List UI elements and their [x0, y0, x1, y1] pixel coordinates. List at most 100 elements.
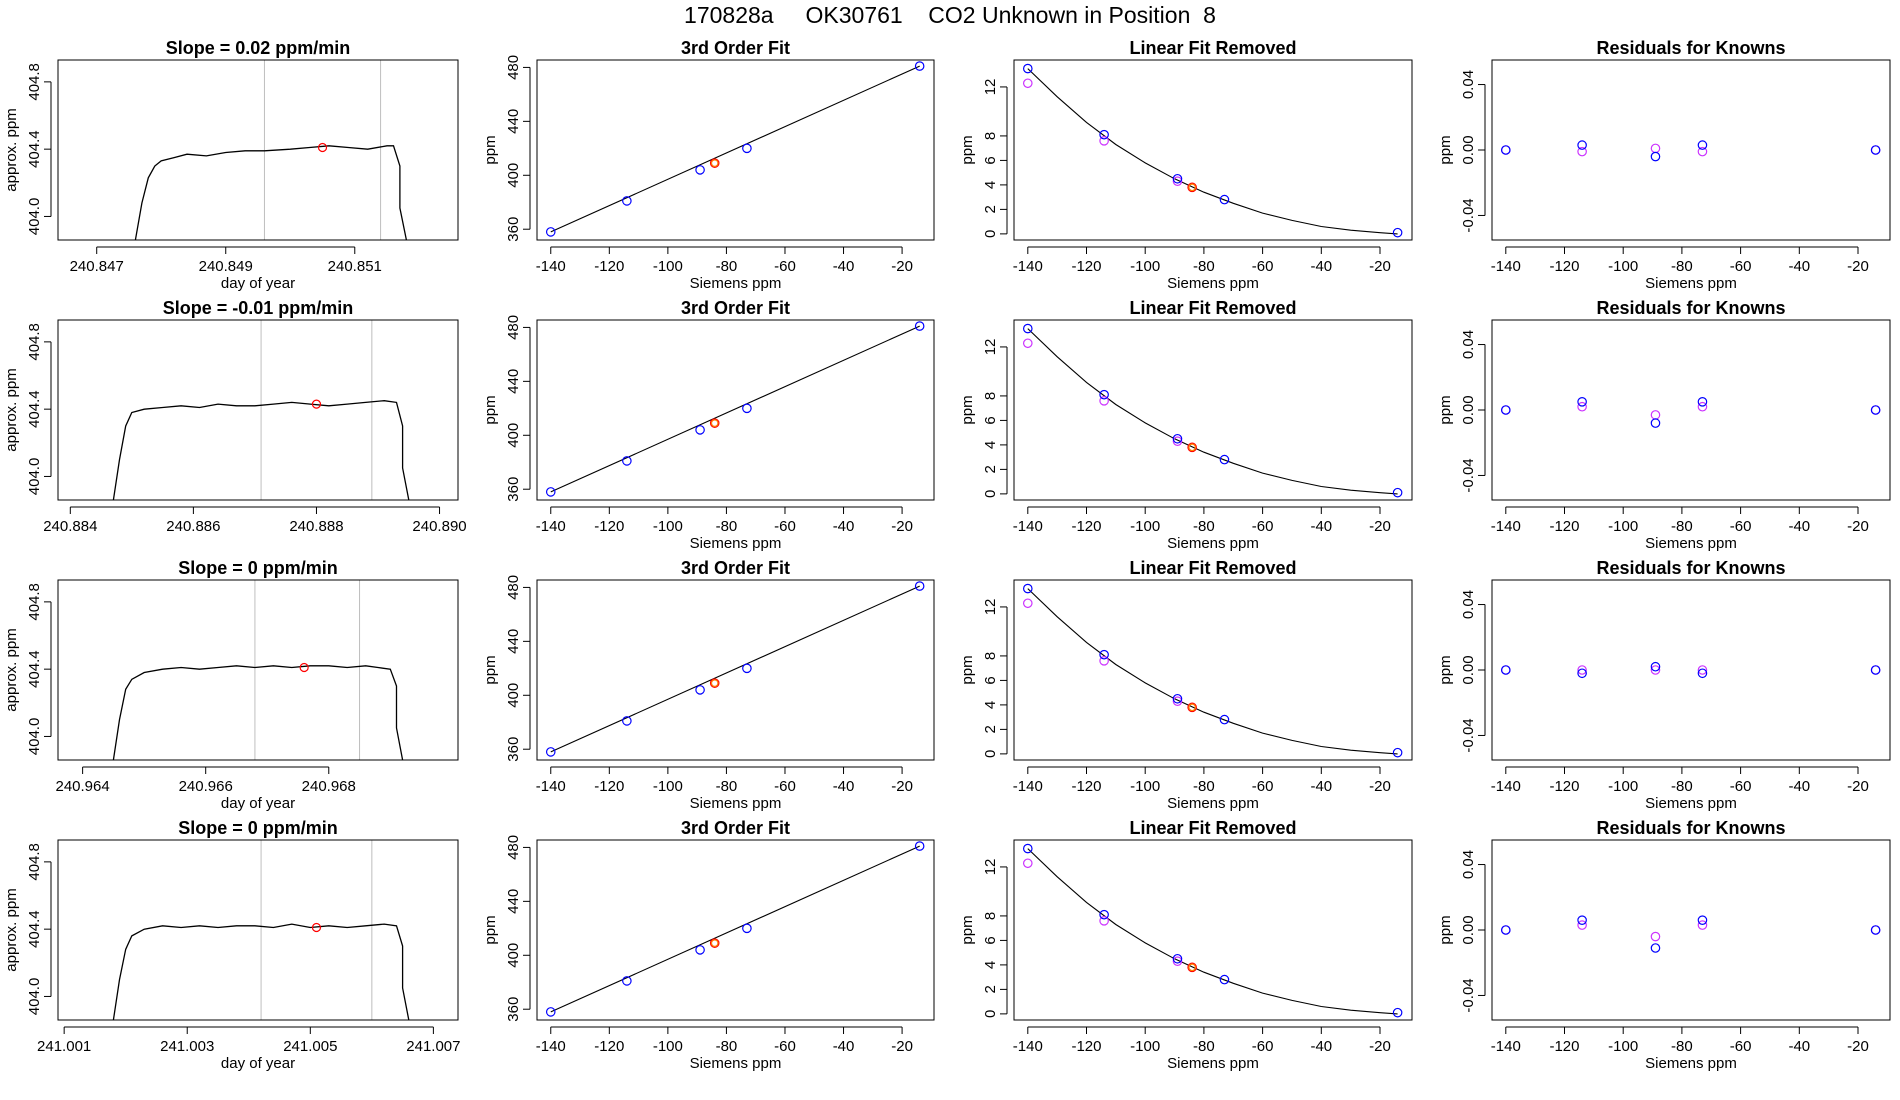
- known-point: [1870, 665, 1881, 675]
- fitted-point: [1022, 78, 1033, 89]
- x-axis-label: day of year: [221, 275, 295, 292]
- chart-title: 3rd Order Fit: [681, 818, 790, 838]
- known-point: [1697, 140, 1708, 150]
- x-tick-label: -60: [774, 518, 796, 535]
- chart-title: Linear Fit Removed: [1129, 558, 1296, 578]
- x-tick-label: -60: [1730, 518, 1752, 535]
- x-tick-label: -140: [1491, 518, 1521, 535]
- known-point: [1219, 714, 1230, 725]
- marker-point: [317, 142, 328, 153]
- y-tick-label: -0.04: [1460, 978, 1477, 1012]
- chart-title: 3rd Order Fit: [681, 558, 790, 578]
- fitted-point: [1650, 931, 1661, 942]
- x-tick-label: -80: [716, 518, 738, 535]
- known-point: [914, 581, 925, 591]
- fitted-point: [1172, 956, 1183, 967]
- known-point: [914, 841, 925, 851]
- known-point: [1099, 649, 1109, 660]
- x-tick-label: -120: [1071, 258, 1101, 275]
- y-axis-label: approx. ppm: [3, 888, 20, 971]
- x-axis-label: Siemens ppm: [1645, 275, 1737, 292]
- chart-r4-trace: Slope = 0 ppm/min 241.001 241.003 241.005 24…: [3, 818, 461, 1072]
- known-point: [1219, 454, 1230, 465]
- plot-frame: [1013, 319, 1413, 501]
- fitted-point: [1172, 696, 1183, 707]
- fitted-point: [1099, 656, 1109, 666]
- known-point: [1022, 63, 1033, 74]
- y-tick-label: 404.0: [26, 458, 43, 496]
- plot-frame: [1013, 579, 1413, 761]
- chart-r3-res: Residuals for Knowns -140 -120 -100 -80 -60 -4…: [1437, 558, 1891, 812]
- y-tick-label: 12: [982, 859, 999, 876]
- known-point: [1500, 145, 1511, 155]
- known-point: [1870, 145, 1881, 155]
- x-tick-label: -40: [833, 258, 855, 275]
- x-tick-label: 240.890: [412, 518, 466, 535]
- known-point: [742, 143, 752, 154]
- y-axis-label: ppm: [482, 135, 499, 164]
- x-tick-label: -60: [1730, 258, 1752, 275]
- chart-title: 3rd Order Fit: [681, 38, 790, 58]
- known-point: [1172, 173, 1183, 184]
- y-axis-label: approx. ppm: [3, 108, 20, 191]
- known-point: [742, 663, 752, 674]
- chart-title: Linear Fit Removed: [1129, 298, 1296, 318]
- data-layer: [112, 580, 404, 760]
- y-axis-label: ppm: [1437, 395, 1454, 424]
- y-tick-label: 440: [505, 889, 522, 914]
- x-tick-label: -80: [1671, 778, 1693, 795]
- x-tick-label: -40: [1310, 778, 1332, 795]
- x-tick-label: -40: [1310, 258, 1332, 275]
- known-point: [545, 487, 556, 497]
- known-point: [1577, 915, 1587, 925]
- x-tick-label: 241.001: [37, 1038, 91, 1055]
- unknown-point: [709, 678, 720, 688]
- x-tick-label: -100: [1130, 778, 1160, 795]
- known-point: [1099, 909, 1109, 920]
- x-tick-label: -140: [1013, 258, 1043, 275]
- known-point: [1650, 151, 1661, 162]
- y-tick-label: 0: [982, 230, 999, 238]
- known-point: [1870, 405, 1881, 415]
- chart-r2-fit: 3rd Order Fit -140 -120 -100 -80 -60 -40 -20 Sie…: [482, 298, 935, 552]
- y-tick-label: 404.4: [26, 390, 43, 428]
- y-tick-label: 0.04: [1460, 850, 1477, 879]
- x-tick-label: -80: [716, 1038, 738, 1055]
- known-point: [1022, 583, 1033, 594]
- chart-title: Linear Fit Removed: [1129, 818, 1296, 838]
- chart-title: Slope = 0 ppm/min: [178, 558, 338, 578]
- y-tick-label: 0: [982, 490, 999, 498]
- x-tick-label: -140: [1013, 1038, 1043, 1055]
- known-point: [1219, 974, 1230, 985]
- y-tick-label: 0.04: [1460, 330, 1477, 359]
- x-tick-label: -100: [653, 518, 683, 535]
- x-tick-label: -140: [1491, 778, 1521, 795]
- x-tick-label: -60: [774, 258, 796, 275]
- x-tick-label: -100: [1608, 1038, 1638, 1055]
- known-point: [545, 227, 556, 237]
- plot-frame: [57, 839, 459, 1021]
- known-point: [1697, 915, 1708, 925]
- known-point: [695, 685, 705, 695]
- known-point: [1577, 140, 1587, 150]
- known-point: [622, 976, 632, 986]
- x-tick-label: -120: [594, 258, 624, 275]
- known-point: [1172, 953, 1183, 964]
- known-point: [1697, 668, 1708, 679]
- known-point: [1219, 194, 1230, 205]
- y-tick-label: 400: [505, 163, 522, 188]
- trace-line: [112, 400, 410, 500]
- chart-title: Residuals for Knowns: [1596, 818, 1785, 838]
- x-tick-label: -120: [1071, 778, 1101, 795]
- y-tick-label: 2: [982, 985, 999, 993]
- y-tick-label: 4: [982, 961, 999, 969]
- y-tick-label: 4: [982, 181, 999, 189]
- x-tick-label: -60: [1252, 518, 1274, 535]
- x-tick-label: -40: [833, 778, 855, 795]
- fitted-point: [1577, 401, 1587, 412]
- x-tick-label: -60: [1730, 1038, 1752, 1055]
- fitted-point: [1099, 916, 1109, 926]
- x-tick-label: -100: [653, 258, 683, 275]
- unknown-fit-point: [1188, 183, 1196, 192]
- y-tick-label: 404.4: [26, 910, 43, 948]
